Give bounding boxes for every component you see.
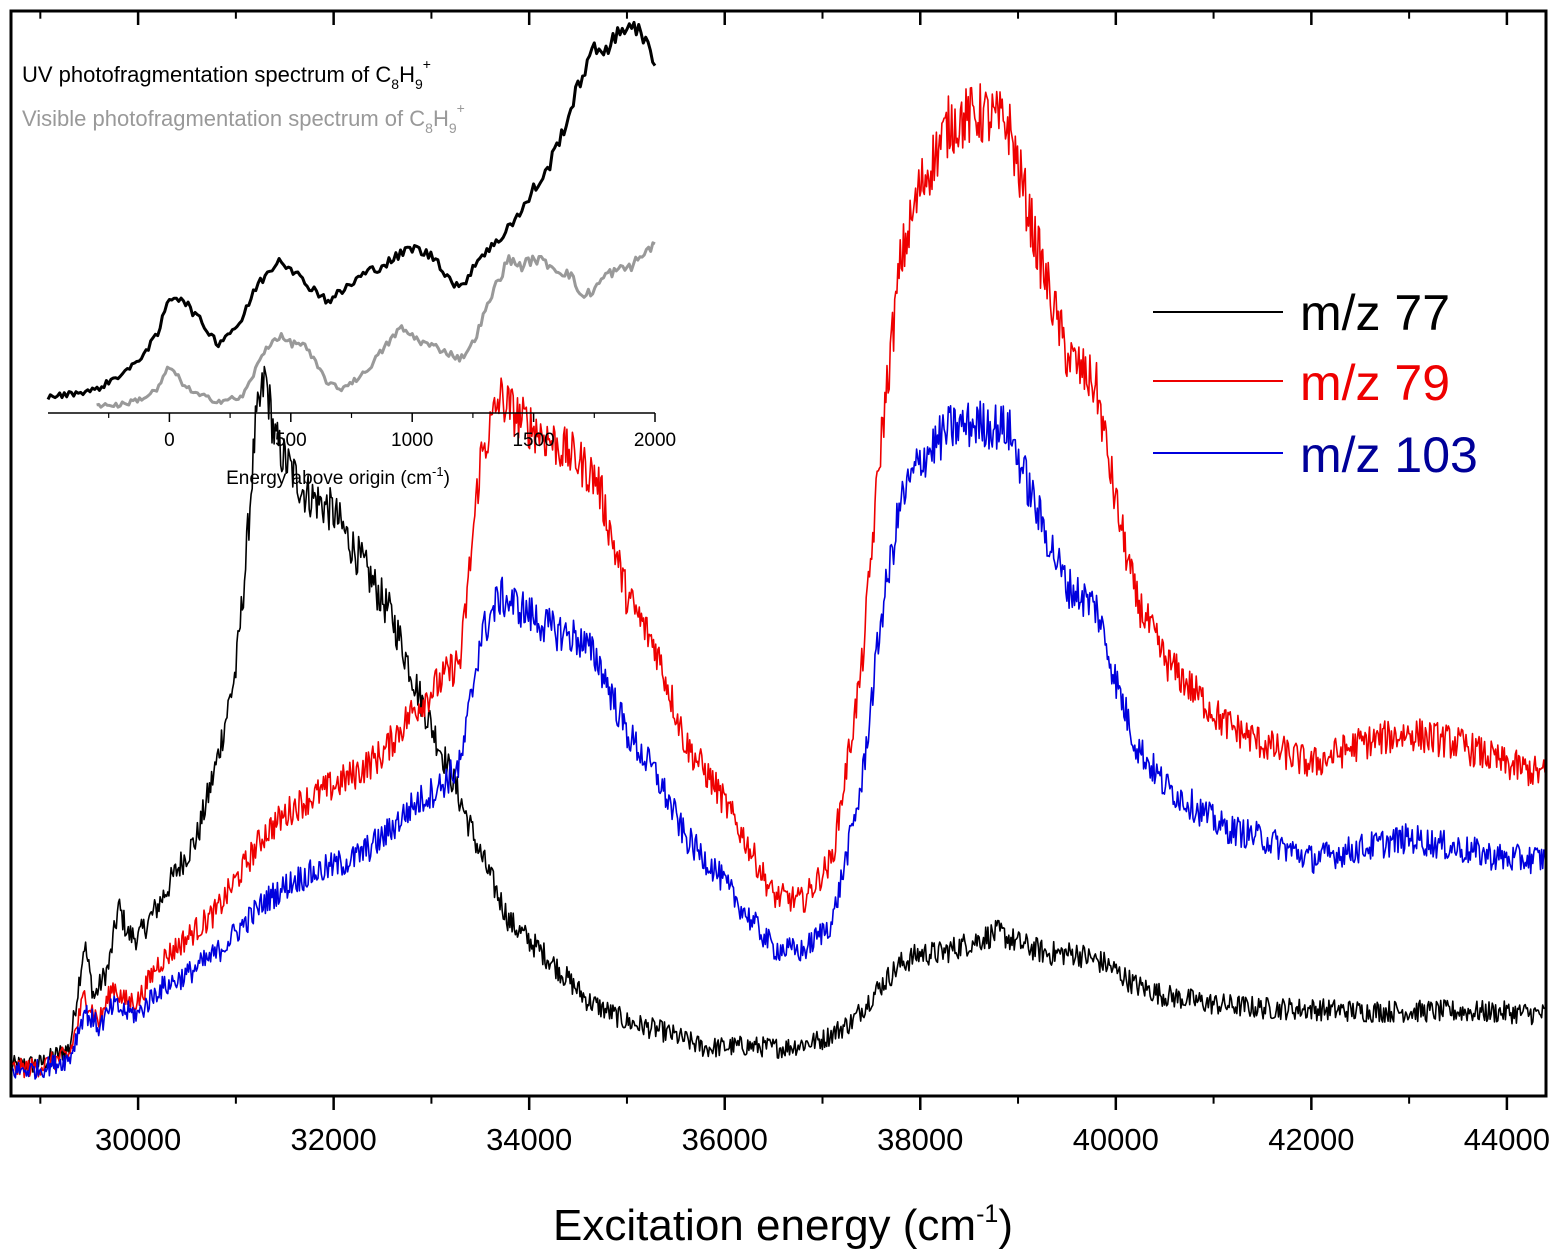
x-tick-label: 30000: [95, 1122, 181, 1157]
x-tick-label: 0: [164, 430, 175, 451]
inset-legend-uv: UV photofragmentation spectrum of C8H9+: [22, 56, 431, 92]
inset-legend-visible: Visible photofragmentation spectrum of C…: [22, 100, 465, 136]
series-line-uv-photofragmentation-spectrum-of-c8h9: [46, 20, 657, 401]
x-tick-label: 34000: [486, 1122, 572, 1157]
x-tick-label: 44000: [1464, 1122, 1550, 1157]
inset-plot-series: [46, 20, 657, 409]
legend-label-mz79: m/z 79: [1300, 355, 1450, 411]
x-tick-label: 42000: [1268, 1122, 1354, 1157]
x-tick-label: 2000: [634, 430, 676, 451]
x-tick-label: 36000: [682, 1122, 768, 1157]
x-tick-label: 1000: [391, 430, 433, 451]
series-line-m-z-79: [10, 83, 1547, 1079]
x-tick-label: 32000: [291, 1122, 377, 1157]
main-x-axis-title: Excitation energy (cm-1): [553, 1200, 1013, 1250]
inset-x-axis-title: Energy above origin (cm-1): [226, 464, 450, 489]
series-line-m-z-77: [10, 365, 1547, 1073]
series-line-m-z-103: [10, 400, 1547, 1080]
main-legend: m/z 77 m/z 79 m/z 103: [1153, 285, 1478, 483]
inset-plot: 0 500 1000 1500 2000 Energy above origin (cm…: [22, 20, 676, 489]
series-line-visible-photofragmentation-spectrum-of-c8h9: [96, 241, 656, 409]
main-x-ticks: 30000 32000 34000 36000 38000 40000 42000 44000: [39, 11, 1550, 1157]
main-plot-frame: [9, 9, 1548, 1098]
legend-label-mz77: m/z 77: [1300, 285, 1450, 341]
x-tick-label: 500: [275, 430, 307, 451]
inset-x-ticks: 0 500 1000 1500 2000: [108, 413, 676, 451]
legend-label-mz103: m/z 103: [1300, 427, 1478, 483]
x-tick-label: 38000: [877, 1122, 963, 1157]
main-plot-series: [10, 83, 1547, 1080]
x-tick-label: 40000: [1073, 1122, 1159, 1157]
x-tick-label: 1500: [512, 430, 554, 451]
